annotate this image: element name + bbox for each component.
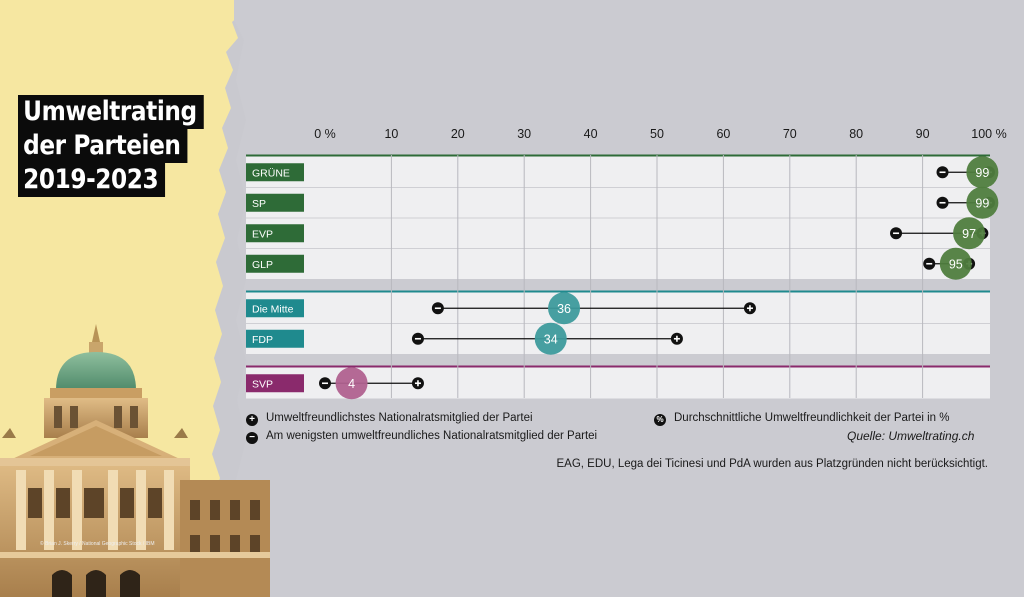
party-label-bg bbox=[246, 329, 304, 348]
avg-value-label: 34 bbox=[544, 332, 558, 346]
avg-bubble bbox=[534, 322, 567, 355]
x-tick-label: 80 bbox=[849, 127, 863, 141]
headline-line-1: Umweltrating bbox=[18, 95, 204, 129]
party-label: SP bbox=[252, 198, 266, 210]
legend-max-label: Umweltfreundlichstes Nationalratsmitglie… bbox=[266, 412, 533, 424]
avg-bubble bbox=[335, 367, 368, 400]
x-tick-label: 30 bbox=[517, 127, 531, 141]
row-bands bbox=[246, 154, 990, 399]
avg-bubble bbox=[966, 156, 999, 189]
party-label: SVP bbox=[252, 378, 273, 390]
avg-value-label: 97 bbox=[962, 227, 976, 241]
footnote: EAG, EDU, Lega dei Ticinesi und PdA wurd… bbox=[556, 458, 989, 470]
federal-palace-image bbox=[0, 324, 270, 597]
x-tick-label: 90 bbox=[916, 127, 930, 141]
legend-min: − Am wenigsten umweltfreundliches Nationa… bbox=[246, 430, 597, 444]
avg-value-label: 99 bbox=[975, 196, 989, 210]
party-label: EVP bbox=[252, 228, 273, 240]
group-band bbox=[246, 366, 990, 399]
x-tick-label: 20 bbox=[451, 127, 465, 141]
avg-bubble bbox=[548, 292, 581, 325]
minus-icon: − bbox=[246, 432, 258, 444]
plus-icon: + bbox=[246, 414, 258, 426]
percent-icon: % bbox=[654, 414, 666, 426]
party-label-bg bbox=[246, 193, 304, 212]
party-label: FDP bbox=[252, 334, 273, 346]
photo-credit: © Brian J. Skerry / National Geographic … bbox=[40, 541, 155, 547]
avg-value-label: 95 bbox=[949, 257, 963, 271]
x-tick-label: 70 bbox=[783, 127, 797, 141]
group-band bbox=[246, 291, 990, 354]
source-note: Quelle: Umweltrating.ch bbox=[847, 429, 975, 443]
avg-value-label: 36 bbox=[557, 302, 571, 316]
legend-min-label: Am wenigsten umweltfreundliches National… bbox=[266, 430, 598, 442]
legend-avg-label: Durchschnittliche Umweltfreundlichkeit d… bbox=[674, 412, 950, 424]
party-label: GLP bbox=[252, 259, 273, 271]
party-rows: GRÜNE 99 SP 99 EVP 97 GLP 95 Die Mitte 36 FDP 34 SVP… bbox=[246, 156, 999, 400]
x-tick-label: 40 bbox=[584, 127, 598, 141]
party-label: Die Mitte bbox=[252, 303, 294, 315]
avg-bubble bbox=[939, 247, 972, 280]
avg-value-label: 4 bbox=[348, 377, 355, 391]
x-tick-label: 50 bbox=[650, 127, 664, 141]
avg-bubble bbox=[953, 217, 986, 250]
party-label-bg bbox=[246, 299, 304, 318]
avg-bubble bbox=[966, 186, 999, 219]
party-label-bg bbox=[246, 163, 304, 182]
x-tick-label: 60 bbox=[716, 127, 730, 141]
legend-avg: % Durchschnittliche Umweltfreundlichkeit … bbox=[654, 412, 949, 426]
headline-line-3: 2019-2023 bbox=[18, 163, 166, 197]
legend-max: + Umweltfreundlichstes Nationalratsmitgli… bbox=[246, 412, 533, 426]
party-label-bg bbox=[246, 374, 304, 393]
headline: Umweltrating der Parteien 2019-2023 bbox=[18, 95, 234, 197]
grid-lines bbox=[390, 155, 924, 398]
x-tick-label: 10 bbox=[384, 127, 398, 141]
party-label-bg bbox=[246, 224, 304, 243]
party-label: GRÜNE bbox=[252, 167, 290, 179]
x-tick-label: 0 % bbox=[314, 127, 336, 141]
x-axis-ticks: 0 % 10 20 30 40 50 60 70 80 90 100 % bbox=[314, 127, 1007, 141]
group-band bbox=[246, 155, 990, 279]
avg-value-label: 99 bbox=[975, 166, 989, 180]
headline-line-2: der Parteien bbox=[18, 129, 188, 163]
x-tick-label: 100 % bbox=[971, 127, 1006, 141]
party-label-bg bbox=[246, 254, 304, 273]
